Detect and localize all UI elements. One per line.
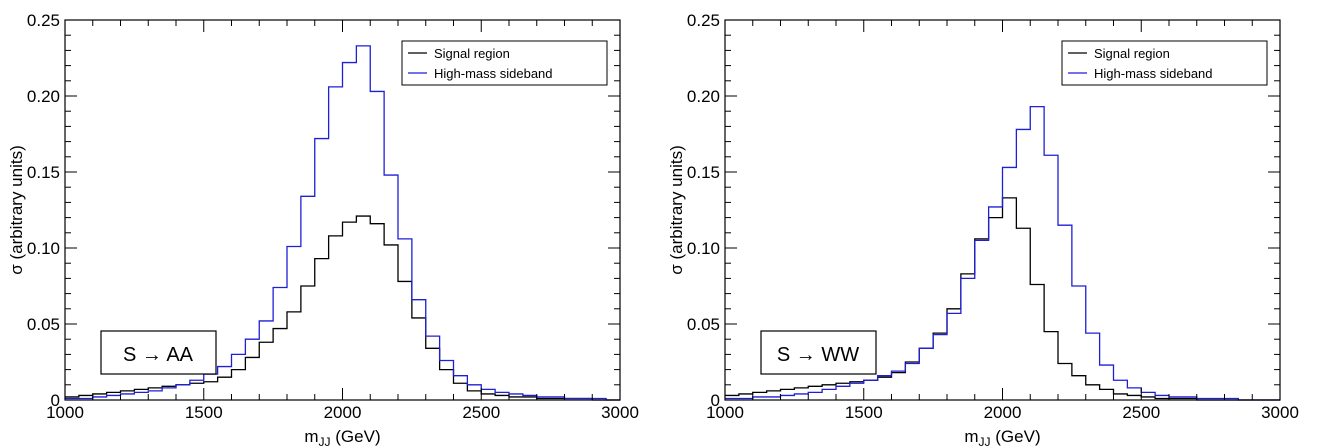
chart-0-x-tick-label: 2000 bbox=[324, 403, 362, 422]
chart-1-x-tick-label: 2000 bbox=[984, 403, 1022, 422]
chart-0-x-tick-label: 1500 bbox=[185, 403, 223, 422]
chart-0-y-axis-title: σ (arbitrary units) bbox=[7, 145, 26, 275]
chart-0-series-signal-region-line bbox=[65, 215, 620, 401]
chart-1-process-label: S → WW bbox=[777, 344, 859, 366]
chart-0-x-axis-title-unit: (GeV) bbox=[331, 427, 381, 446]
chart-1-x-axis-title-main: m bbox=[964, 427, 978, 446]
chart-1-y-tick-label: 0.05 bbox=[687, 315, 720, 334]
chart-1-legend-label: High-mass sideband bbox=[1094, 66, 1213, 81]
chart-0-legend-box bbox=[401, 40, 608, 86]
chart-1-x-tick-label: 2500 bbox=[1122, 403, 1160, 422]
chart-1-y-tick-label: 0 bbox=[711, 391, 720, 410]
chart-0-x-tick-label: 1000 bbox=[46, 403, 84, 422]
chart-0-y-tick-label: 0.05 bbox=[27, 315, 60, 334]
chart-0-x-axis-title: mJJ (GeV) bbox=[304, 427, 380, 446]
chart-0-x-axis-title-main: m bbox=[304, 427, 318, 446]
chart-0-legend-label: High-mass sideband bbox=[434, 66, 553, 81]
chart-1-y-tick-label: 0.25 bbox=[687, 11, 720, 30]
chart-1-legend-label: Signal region bbox=[1094, 46, 1170, 61]
chart-0-legend-label: Signal region bbox=[434, 46, 510, 61]
chart-1-y-tick-label: 0.15 bbox=[687, 163, 720, 182]
chart-0-y-tick-label: 0.20 bbox=[27, 87, 60, 106]
chart-1-x-tick-label: 1000 bbox=[706, 403, 744, 422]
chart-0-y-tick-label: 0.10 bbox=[27, 239, 60, 258]
chart-0-y-tick-label: 0.25 bbox=[27, 11, 60, 30]
chart-1-x-tick-label: 3000 bbox=[1261, 403, 1299, 422]
chart-0-series-high-mass-sideband-line bbox=[65, 45, 620, 401]
chart-1-legend-box bbox=[1061, 40, 1268, 86]
chart-0-process-label: S → AA bbox=[123, 344, 194, 366]
chart-1-x-tick-label: 1500 bbox=[845, 403, 883, 422]
chart-0-x-axis-title-sub: JJ bbox=[319, 435, 331, 446]
chart-1-x-axis-title-unit: (GeV) bbox=[991, 427, 1041, 446]
chart-right: 1000 1500 2000 2500 3000 0 0.05 0.10 0.15 0.20 0.2… bbox=[667, 11, 1299, 446]
chart-0-x-tick-label: 2500 bbox=[462, 403, 500, 422]
chart-1-y-tick-label: 0.20 bbox=[687, 87, 720, 106]
chart-1-x-axis-title: mJJ (GeV) bbox=[964, 427, 1040, 446]
chart-1-series-high-mass-sideband-line bbox=[725, 105, 1280, 401]
chart-0-y-tick-label: 0.15 bbox=[27, 163, 60, 182]
chart-1-y-axis-title: σ (arbitrary units) bbox=[667, 145, 686, 275]
chart-1-x-axis-title-sub: JJ bbox=[979, 435, 991, 446]
chart-left: 1000 1500 2000 2500 3000 0 0.05 0.10 0.15 0.20 0.2… bbox=[7, 11, 639, 446]
chart-1-process-label-box bbox=[760, 330, 877, 375]
chart-1-y-tick-label: 0.10 bbox=[687, 239, 720, 258]
chart-0-x-tick-label: 3000 bbox=[601, 403, 639, 422]
chart-0-y-tick-label: 0 bbox=[51, 391, 60, 410]
chart-0-process-label-box bbox=[100, 330, 217, 375]
